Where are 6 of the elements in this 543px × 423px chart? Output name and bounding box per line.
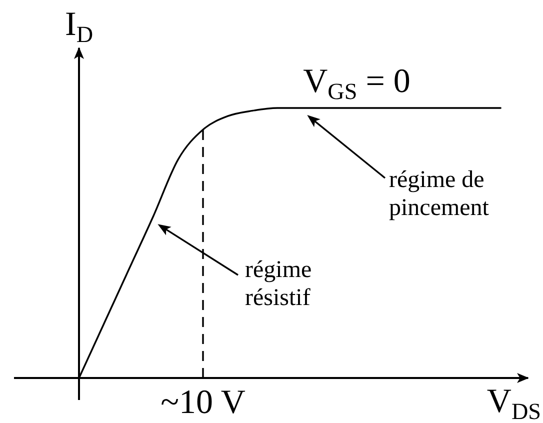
annotation: régime de pincement — [389, 167, 490, 221]
y-axis-title: I$_{D}$ — [64, 6, 94, 48]
series-label: V$_{GS}$ = 0 — [303, 63, 410, 106]
text: ~10 V — [160, 384, 246, 421]
x-axis-title: V$_{DS}$ — [486, 383, 541, 423]
annotation: régime résistif — [245, 257, 312, 311]
